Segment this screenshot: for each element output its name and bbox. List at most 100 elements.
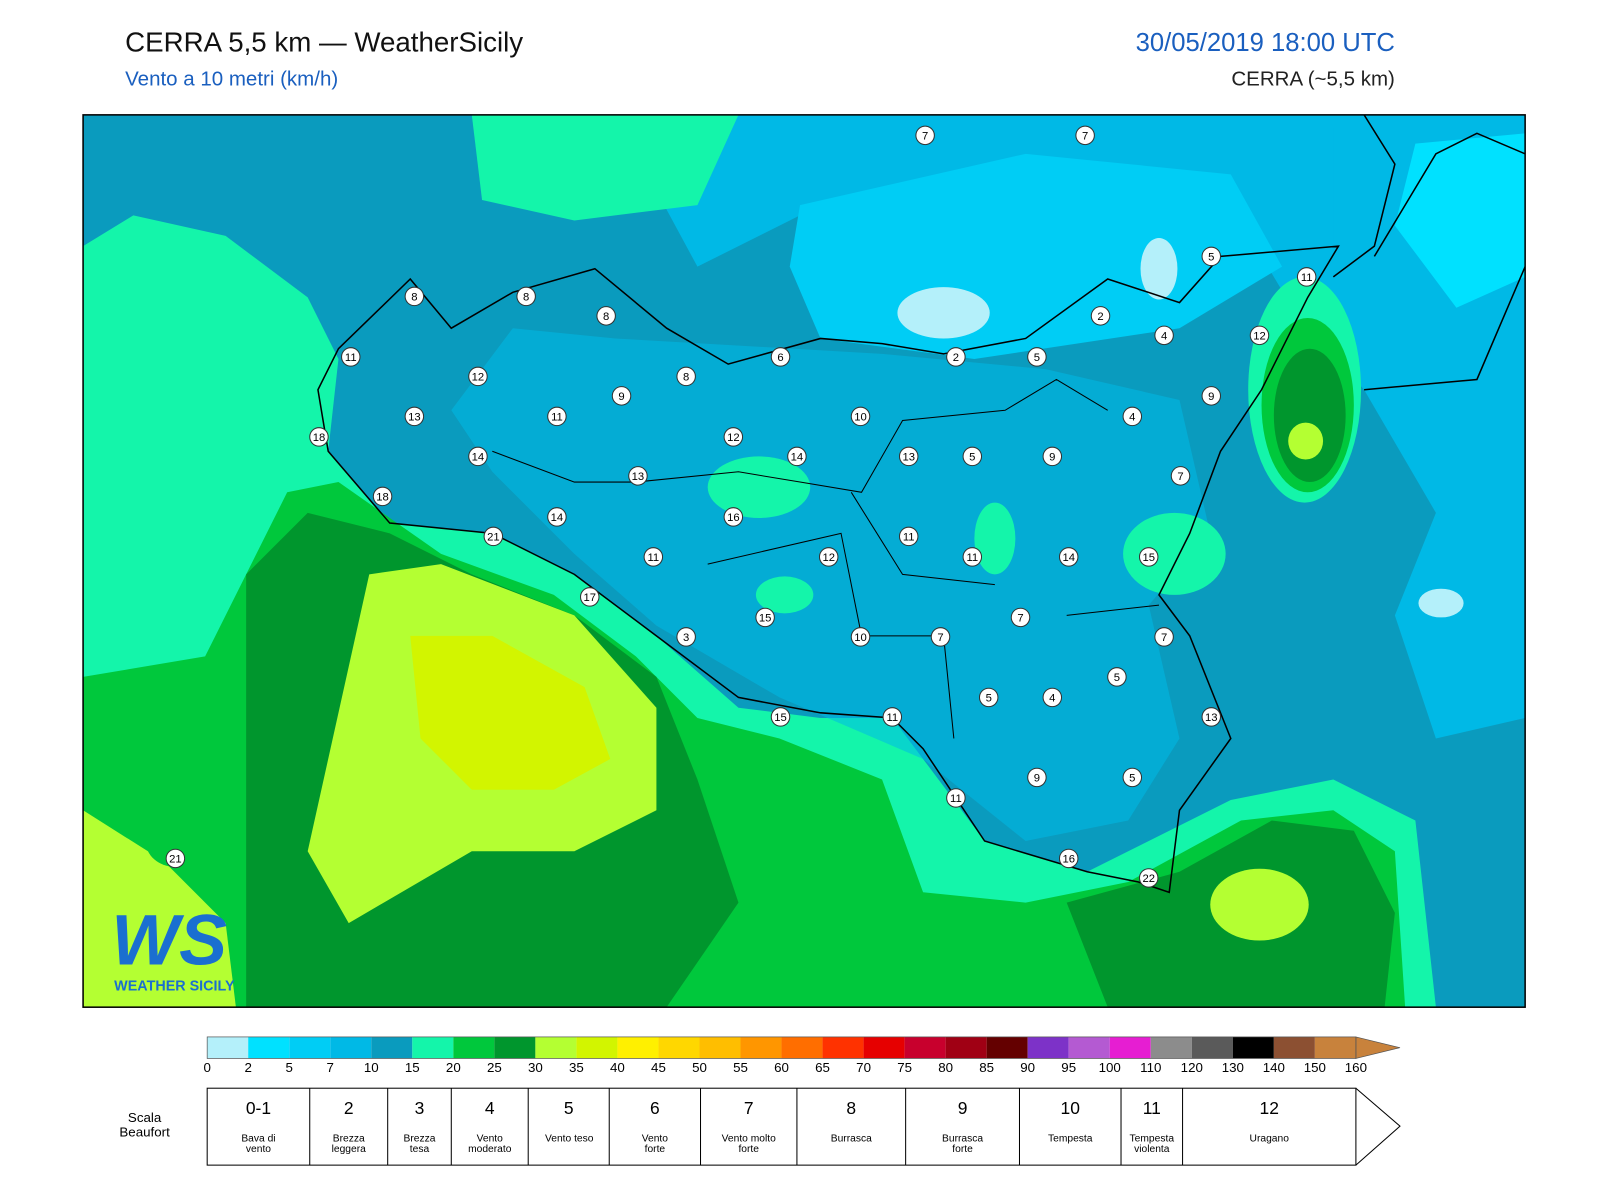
station-marker: [850, 627, 871, 647]
field-green-light: [755, 576, 814, 614]
station-value: 16: [1062, 853, 1075, 865]
station-marker: [643, 547, 664, 567]
colorbar-bin: [986, 1036, 1028, 1059]
station-value: 16: [727, 512, 740, 524]
datetime: 30/05/2019 18:00 UTC: [1136, 29, 1395, 57]
station-marker: [516, 286, 536, 307]
colorbar-tick-label: 75: [897, 1060, 912, 1075]
beaufort-cell: 0-1 Bava di vento: [207, 1089, 310, 1165]
station-marker: [372, 486, 393, 507]
station-marker: [1154, 627, 1174, 647]
colorbar-tick-label: 10: [364, 1060, 379, 1075]
colorbar-tick-label: 55: [733, 1060, 748, 1075]
colorbar-tick-label: 65: [815, 1060, 830, 1075]
field-calm: [897, 287, 990, 339]
beaufort-cell: 8 Burrasca: [797, 1089, 906, 1165]
colorbar-extension: [1355, 1036, 1401, 1059]
colorbar-bin: [1109, 1036, 1151, 1059]
station-marker: [1122, 406, 1143, 427]
beaufort-description: Vento moderato: [468, 1133, 512, 1155]
field-green-light: [974, 502, 1016, 575]
beaufort-description: Vento molto forte: [721, 1133, 776, 1155]
colorbar-bin: [371, 1036, 413, 1059]
station-value: 5: [1114, 672, 1120, 684]
station-marker: [1201, 246, 1222, 267]
field-lightcyan: [1394, 133, 1526, 308]
station-value: 4: [1049, 692, 1055, 704]
station-marker: [1027, 347, 1047, 367]
colorbar-bin: [1314, 1036, 1356, 1059]
station-value: 7: [922, 130, 928, 142]
station-marker: [1058, 547, 1079, 567]
field-plume: [1288, 422, 1324, 460]
colorbar-tick-label: 100: [1099, 1060, 1121, 1075]
beaufort-cell: 6 Vento forte: [609, 1089, 700, 1165]
station-value: 11: [966, 552, 978, 564]
station-marker: [404, 406, 425, 427]
field-green-light: [1123, 512, 1226, 595]
colorbar-tick-label: 130: [1222, 1060, 1244, 1075]
station-value: 5: [1034, 352, 1040, 364]
station-marker: [946, 788, 966, 808]
field-calm: [1418, 588, 1464, 618]
colorbar-bin: [1150, 1036, 1192, 1059]
station-value: 13: [902, 451, 915, 463]
colorbar-tick-label: 20: [446, 1060, 461, 1075]
colorbar-bin: [658, 1036, 700, 1059]
colorbar-bin: [1273, 1036, 1315, 1059]
beaufort-label: Scala Beaufort: [119, 1109, 170, 1140]
station-value: 8: [603, 311, 609, 323]
station-value: 2: [1097, 311, 1103, 323]
station-value: 10: [854, 411, 867, 423]
colorbar-bin: [494, 1036, 536, 1059]
station-value: 7: [1177, 471, 1183, 483]
station-value: 14: [1062, 552, 1075, 564]
station-value: 7: [1161, 632, 1167, 644]
station-marker: [1201, 386, 1222, 406]
colorbar-tick-label: 140: [1263, 1060, 1285, 1075]
colorbar-bin: [330, 1036, 372, 1059]
coastline: [317, 245, 1340, 894]
station-value: 18: [313, 432, 326, 444]
title: CERRA 5,5 km — WeatherSicily: [125, 26, 523, 57]
colorbar-tick-label: 90: [1020, 1060, 1035, 1075]
colorbar-bin: [945, 1036, 987, 1059]
beaufort-description: Bava di vento: [241, 1133, 276, 1155]
beaufort-description: Burrasca forte: [942, 1133, 984, 1155]
station-marker: [468, 366, 488, 387]
colorbar-tick-label: 110: [1140, 1060, 1161, 1075]
station-marker: [1138, 868, 1159, 888]
beaufort-frame: [206, 1087, 1357, 1166]
beaufort-cell: 3 Brezza tesa: [388, 1089, 452, 1165]
station-value: 22: [1142, 873, 1155, 885]
station-value: 11: [886, 712, 898, 724]
station-marker: [930, 627, 951, 647]
station-value: 11: [903, 531, 915, 543]
colorbar-bin: [248, 1036, 290, 1059]
station-marker: [483, 526, 504, 547]
logo-initials: WS: [111, 901, 227, 981]
station-value: 15: [759, 612, 772, 624]
colorbar-tick-label: 0: [203, 1060, 210, 1075]
station-marker: [1107, 667, 1127, 687]
beaufort-description: Brezza leggera: [331, 1133, 366, 1155]
station-value: 4: [1161, 330, 1167, 342]
beaufort-cell: 12 Uragano: [1183, 1089, 1356, 1165]
station-marker: [1138, 547, 1159, 567]
colorbar-bin: [576, 1036, 618, 1059]
field-calm: [1140, 237, 1178, 300]
station-marker: [898, 446, 919, 467]
beaufort-cell: 2 Brezza leggera: [310, 1089, 388, 1165]
station-marker: [165, 848, 186, 869]
station-marker: [770, 347, 791, 367]
beaufort-cell: 4 Vento moderato: [451, 1089, 528, 1165]
station-marker: [1154, 325, 1174, 346]
colorbar-bin: [1068, 1036, 1110, 1059]
station-marker: [611, 386, 632, 406]
station-marker: [946, 347, 966, 367]
station-marker: [755, 607, 775, 628]
station-value: 11: [647, 552, 659, 564]
station-marker: [468, 446, 488, 467]
station-value: 21: [169, 853, 182, 865]
